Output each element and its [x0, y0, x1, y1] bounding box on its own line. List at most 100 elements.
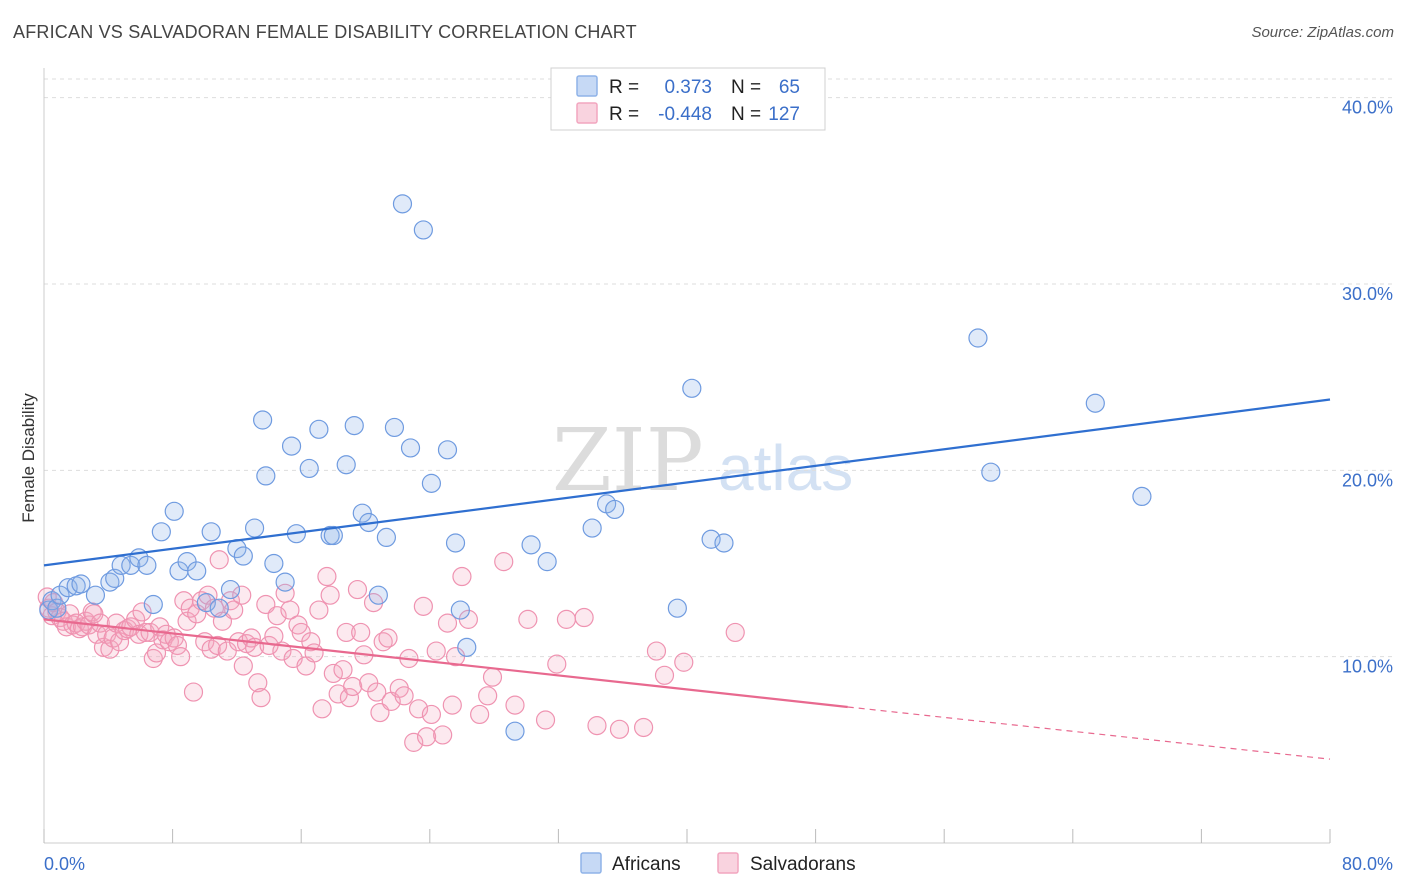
african-point-25 [233, 546, 253, 566]
salvadoran-point-41 [171, 647, 191, 667]
african-point-13 [137, 555, 157, 575]
salvadoran-point-82 [320, 585, 340, 605]
chart-title: AFRICAN VS SALVADORAN FEMALE DISABILITY … [13, 22, 637, 42]
salvadoran-point-117 [494, 552, 514, 572]
bottom-legend-salvadorans-label: Salvadorans [750, 854, 856, 875]
salvadoran-point-81 [317, 566, 337, 587]
salvadoran-point-16 [84, 604, 104, 624]
salvadoran-point-87 [339, 688, 360, 708]
african-point-23 [220, 579, 241, 600]
salvadoran-point-126 [633, 717, 654, 738]
salvadoran-point-53 [209, 550, 229, 570]
salvadoran-point-129 [674, 652, 694, 672]
salvadoran-point-83 [323, 663, 343, 684]
salvadoran-point-78 [304, 643, 324, 663]
african-point-65 [1132, 486, 1152, 507]
african-point-3 [50, 585, 70, 605]
africans-n-label: N = [731, 77, 761, 98]
salvadoran-point-123 [574, 607, 594, 628]
african-point-48 [437, 440, 458, 460]
african-point-19 [187, 561, 207, 581]
y-tick-label-0: 10.0% [1342, 657, 1393, 677]
salvadoran-point-104 [413, 596, 433, 616]
african-point-49 [445, 533, 466, 553]
salvadoran-point-116 [482, 667, 503, 687]
african-point-39 [352, 503, 372, 523]
salvadoran-point-18 [90, 613, 110, 633]
african-point-61 [714, 533, 734, 553]
african-point-34 [309, 419, 329, 439]
african-point-30 [275, 572, 295, 592]
africans-n-value: 65 [779, 77, 800, 98]
salvadoran-point-106 [421, 704, 442, 725]
salvadoran-point-127 [646, 641, 667, 661]
y-tick-label-1: 20.0% [1342, 470, 1393, 490]
african-point-27 [253, 410, 273, 430]
africans-trend-line [43, 398, 1331, 567]
salvadoran-point-45 [183, 682, 204, 702]
salvadoran-point-89 [347, 579, 368, 600]
african-point-62 [968, 328, 988, 348]
african-point-11 [121, 555, 141, 575]
source-credit: Source: ZipAtlas.com [1251, 24, 1394, 41]
african-point-16 [164, 501, 184, 521]
african-point-37 [336, 455, 356, 475]
salvadoran-point-90 [351, 622, 371, 643]
salvadoran-point-65 [251, 688, 271, 708]
bottom-legend-africans-label: Africans [612, 854, 681, 875]
african-point-15 [151, 522, 171, 542]
salvadoran-point-105 [416, 727, 437, 747]
africans-r-label: R = [609, 77, 639, 98]
salvadoran-point-125 [609, 719, 630, 739]
african-point-33 [299, 458, 319, 479]
african-point-41 [368, 585, 388, 605]
salvadoran-point-52 [208, 635, 228, 656]
salvadoran-point-79 [309, 600, 329, 620]
african-point-53 [521, 535, 541, 555]
salvadoran-point-121 [547, 654, 567, 674]
salvadorans-trend-extension [847, 706, 1331, 760]
salvadoran-point-57 [224, 600, 244, 620]
y-tick-labels: 10.0% 20.0% 30.0% 40.0% [1342, 98, 1393, 677]
african-point-60 [701, 529, 721, 549]
salvadorans-r-value: -0.448 [658, 104, 712, 125]
salvadoran-point-122 [556, 609, 577, 629]
salvadoran-point-97 [378, 628, 398, 648]
african-point-46 [413, 220, 433, 240]
african-point-29 [264, 553, 284, 574]
african-point-54 [537, 552, 557, 572]
african-point-51 [457, 637, 477, 657]
salvadorans-n-value: 127 [768, 104, 800, 125]
african-point-28 [256, 466, 276, 486]
africans-r-value: 0.373 [664, 77, 712, 98]
salvadoran-point-86 [336, 622, 356, 643]
salvadoran-point-72 [280, 600, 300, 620]
african-point-52 [505, 721, 525, 741]
african-point-21 [201, 522, 221, 542]
salvadoran-point-21 [100, 639, 120, 659]
african-point-4 [58, 578, 78, 598]
salvadorans-r-label: R = [609, 104, 639, 125]
african-point-63 [981, 462, 1001, 482]
africans-swatch [576, 75, 598, 97]
african-point-47 [421, 473, 442, 493]
salvadoran-point-85 [333, 660, 353, 680]
african-point-36 [323, 525, 343, 546]
salvadoran-point-30 [132, 602, 152, 622]
salvadorans-trend-line [43, 618, 848, 709]
african-point-26 [244, 518, 265, 538]
salvadoran-point-114 [470, 704, 490, 725]
salvadoran-point-112 [452, 566, 472, 587]
salvadoran-point-120 [535, 710, 556, 730]
salvadorans-points [37, 550, 745, 752]
x-tick-label-1: 80.0% [1342, 854, 1393, 874]
african-point-14 [143, 594, 163, 615]
axes [43, 68, 1331, 844]
african-point-42 [376, 527, 396, 548]
african-point-44 [392, 194, 413, 214]
salvadoran-point-13 [76, 611, 96, 631]
salvadoran-point-109 [437, 613, 458, 633]
african-point-57 [605, 499, 625, 520]
bottom-legend: Africans Salvadorans [580, 852, 856, 875]
african-point-59 [682, 378, 702, 398]
